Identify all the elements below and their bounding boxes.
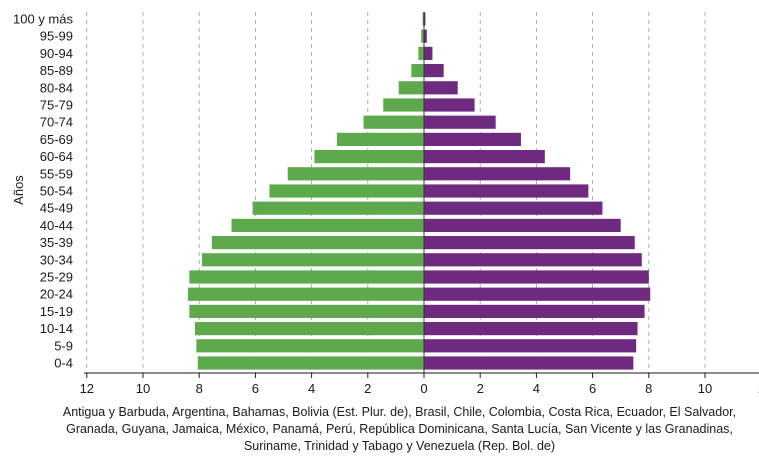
bar-left bbox=[411, 64, 424, 78]
category-label: 75-79 bbox=[40, 98, 73, 113]
bar-right bbox=[424, 150, 545, 164]
bar-right bbox=[424, 270, 649, 284]
bar-right bbox=[424, 12, 426, 26]
category-label: 0-4 bbox=[54, 356, 73, 371]
bar-left bbox=[197, 356, 424, 370]
y-axis-label: Años bbox=[11, 175, 26, 205]
bar-right bbox=[424, 46, 433, 60]
population-pyramid-chart: 100 y más 95-99 90-94 85-89 80-84 75-79 70-74 6… bbox=[11, 12, 759, 396]
bar-left bbox=[314, 150, 424, 164]
bar-right bbox=[424, 81, 458, 95]
bars bbox=[187, 12, 651, 370]
category-label: 30-34 bbox=[40, 252, 73, 267]
bar-right bbox=[424, 64, 444, 78]
bar-left bbox=[252, 201, 424, 215]
bar-left bbox=[383, 98, 424, 112]
bar-right bbox=[424, 201, 603, 215]
category-labels: 100 y más 95-99 90-94 85-89 80-84 75-79 70-74 6… bbox=[13, 12, 73, 371]
bar-left bbox=[196, 339, 424, 353]
x-tick-label: 10 bbox=[136, 381, 150, 396]
x-axis: 12 10 8 6 4 2 0 2 4 6 8 10 1 bbox=[80, 12, 759, 396]
category-label: 70-74 bbox=[40, 115, 73, 130]
bar-left bbox=[287, 167, 424, 181]
category-label: 35-39 bbox=[40, 235, 73, 250]
category-label: 40-44 bbox=[40, 218, 73, 233]
bar-left bbox=[187, 287, 424, 301]
bar-left bbox=[269, 184, 424, 198]
x-tick-label: 1 bbox=[758, 381, 759, 396]
category-label: 5-9 bbox=[54, 338, 73, 353]
bar-left bbox=[363, 115, 424, 129]
x-tick-label: 4 bbox=[308, 381, 315, 396]
bar-right bbox=[424, 98, 475, 112]
category-label: 10-14 bbox=[40, 321, 73, 336]
category-label: 15-19 bbox=[40, 304, 73, 319]
bar-right bbox=[424, 304, 645, 318]
category-label: 100 y más bbox=[13, 12, 73, 27]
bar-right bbox=[424, 167, 571, 181]
x-tick-label: 12 bbox=[80, 381, 94, 396]
category-label: 80-84 bbox=[40, 80, 73, 95]
category-label: 60-64 bbox=[40, 149, 73, 164]
x-tick-label: 4 bbox=[533, 381, 540, 396]
category-label: 45-49 bbox=[40, 201, 73, 216]
chart-caption: Antigua y Barbuda, Argentina, Bahamas, B… bbox=[62, 405, 737, 453]
bar-right bbox=[424, 287, 651, 301]
bar-left bbox=[211, 236, 424, 250]
x-tick-label: 8 bbox=[645, 381, 652, 396]
category-label: 95-99 bbox=[40, 29, 73, 44]
category-label: 65-69 bbox=[40, 132, 73, 147]
category-label: 20-24 bbox=[40, 287, 73, 302]
bar-left bbox=[194, 322, 424, 336]
bar-right bbox=[424, 253, 642, 267]
x-tick-label: 2 bbox=[477, 381, 484, 396]
bar-right bbox=[424, 29, 427, 43]
bar-left bbox=[398, 81, 424, 95]
bar-right bbox=[424, 339, 637, 353]
category-label: 90-94 bbox=[40, 46, 73, 61]
bar-right bbox=[424, 356, 634, 370]
x-tick-label: 8 bbox=[196, 381, 203, 396]
category-label: 50-54 bbox=[40, 184, 73, 199]
category-label: 55-59 bbox=[40, 166, 73, 181]
bar-right bbox=[424, 184, 589, 198]
x-tick-label: 2 bbox=[364, 381, 371, 396]
bar-left bbox=[231, 218, 424, 232]
bar-left bbox=[202, 253, 424, 267]
bar-right bbox=[424, 132, 521, 146]
category-label: 25-29 bbox=[40, 270, 73, 285]
bar-right bbox=[424, 236, 635, 250]
category-label: 85-89 bbox=[40, 63, 73, 78]
bar-left bbox=[421, 29, 424, 43]
x-tick-label: 10 bbox=[698, 381, 712, 396]
bar-right bbox=[424, 218, 621, 232]
bar-right bbox=[424, 322, 638, 336]
bar-left bbox=[418, 46, 424, 60]
bar-left bbox=[189, 270, 424, 284]
bar-left bbox=[189, 304, 424, 318]
x-tick-label: 0 bbox=[420, 381, 427, 396]
x-tick-label: 6 bbox=[589, 381, 596, 396]
bar-left bbox=[422, 12, 424, 26]
bar-right bbox=[424, 115, 496, 129]
x-tick-label: 6 bbox=[252, 381, 259, 396]
bar-left bbox=[336, 132, 424, 146]
